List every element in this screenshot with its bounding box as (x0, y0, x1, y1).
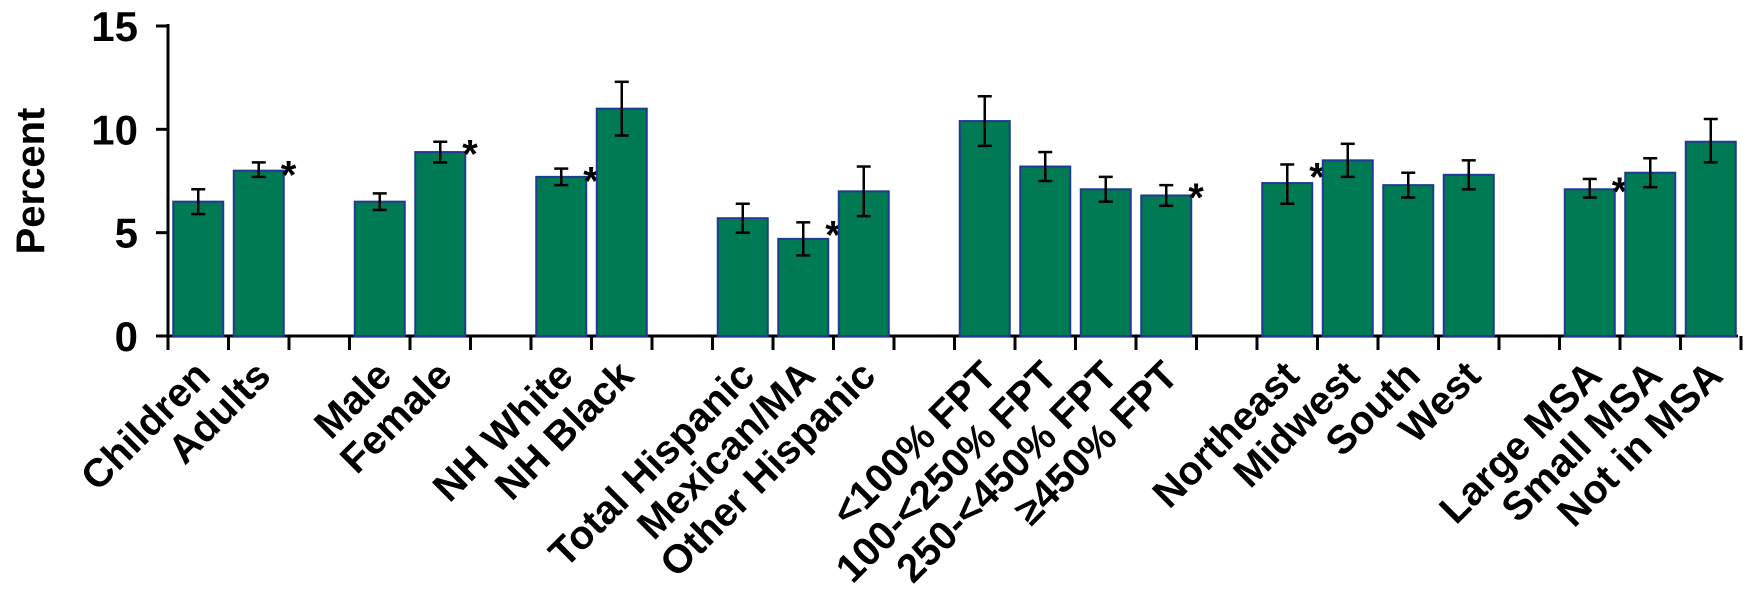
y-tick-label: 5 (115, 210, 138, 257)
y-tick-label: 10 (91, 106, 138, 153)
bar (1019, 165, 1072, 337)
bar (353, 200, 406, 337)
significance-marker: * (583, 160, 599, 204)
bar (1140, 194, 1193, 337)
significance-marker: * (462, 133, 478, 177)
bar (716, 217, 769, 337)
y-tick-label: 0 (115, 313, 138, 360)
significance-marker: * (1612, 170, 1628, 214)
bar (1321, 159, 1374, 337)
bar (1261, 182, 1314, 337)
bar (958, 120, 1011, 337)
y-tick-label: 15 (91, 3, 138, 50)
significance-marker: * (1309, 155, 1325, 199)
bar (1563, 188, 1616, 337)
bar (172, 200, 225, 337)
significance-marker: * (825, 213, 841, 257)
bars: * * * * * * * (172, 80, 1737, 337)
bar (1382, 184, 1435, 337)
significance-marker: * (1188, 176, 1204, 220)
significance-marker: * (281, 153, 297, 197)
bar (595, 107, 648, 337)
bar (414, 151, 467, 337)
y-axis-title: Percent (9, 108, 53, 255)
bar (1624, 171, 1677, 337)
bar (535, 175, 588, 337)
bar (1684, 140, 1737, 337)
bar (232, 169, 285, 337)
bar (1442, 173, 1495, 337)
bar (1079, 188, 1132, 337)
